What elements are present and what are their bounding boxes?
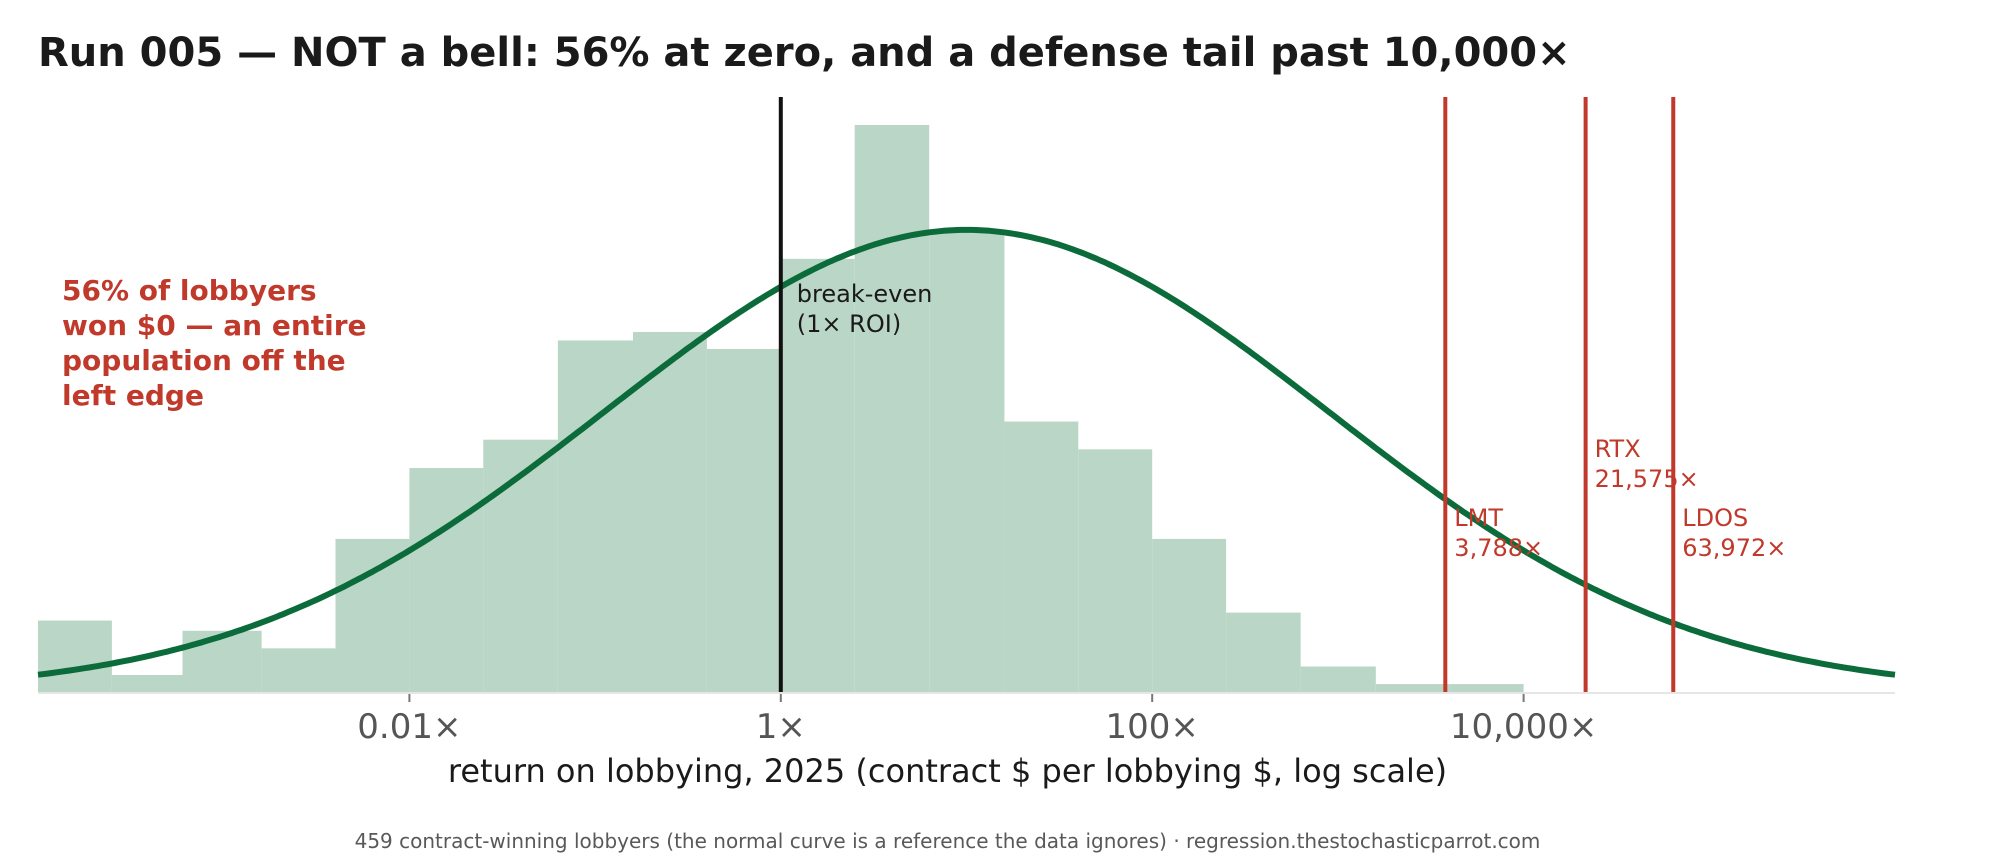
x-tick-label: 10,000× — [1450, 707, 1597, 747]
histogram-bar — [1375, 684, 1450, 692]
histogram-bar — [557, 340, 634, 692]
x-axis-ticks: 0.01× 1× 100× 10,000× — [357, 694, 1597, 747]
x-tick-label: 0.01× — [357, 707, 461, 747]
chart-title: Run 005 — NOT a bell: 56% at zero, and a… — [38, 30, 1571, 76]
histogram-bar — [1004, 421, 1079, 692]
histogram-bar — [706, 348, 781, 692]
histogram-bar — [182, 630, 262, 692]
histogram-bar — [1152, 538, 1227, 692]
x-tick-label: 100× — [1106, 707, 1199, 747]
histogram-bar — [38, 620, 112, 692]
histogram-bar — [780, 258, 855, 692]
zero-population-callout: 56% of lobbyers won $0 — an entire popul… — [62, 274, 367, 412]
x-tick-label: 1× — [756, 707, 806, 747]
histogram-bar — [261, 648, 336, 692]
footer-source-note: 459 contract-winning lobbyers (the norma… — [354, 829, 1541, 853]
histogram-bar — [409, 468, 484, 692]
histogram-bar — [483, 439, 558, 692]
histogram-bar — [1226, 612, 1301, 692]
marker-label-ldos: LDOS 63,972× — [1682, 504, 1786, 562]
reference-lines: break-even (1× ROI) LMT 3,788× RTX 21,575× LDO… — [778, 97, 1786, 692]
histogram-bar — [1300, 666, 1376, 692]
histogram-bar — [854, 125, 930, 692]
histogram-bar — [929, 232, 1005, 693]
histogram-bar — [111, 674, 183, 692]
histogram-bar — [633, 331, 707, 692]
histogram-bar — [1078, 449, 1153, 692]
x-axis-label: return on lobbying, 2025 (contract $ per… — [447, 752, 1448, 790]
marker-label-rtx: RTX 21,575× — [1595, 435, 1699, 493]
histogram-bar — [335, 538, 410, 692]
marker-label-lmt: LMT 3,788× — [1454, 504, 1543, 562]
breakeven-label: break-even (1× ROI) — [797, 280, 933, 338]
histogram-bars — [38, 125, 1524, 693]
histogram-bar — [1449, 684, 1524, 692]
